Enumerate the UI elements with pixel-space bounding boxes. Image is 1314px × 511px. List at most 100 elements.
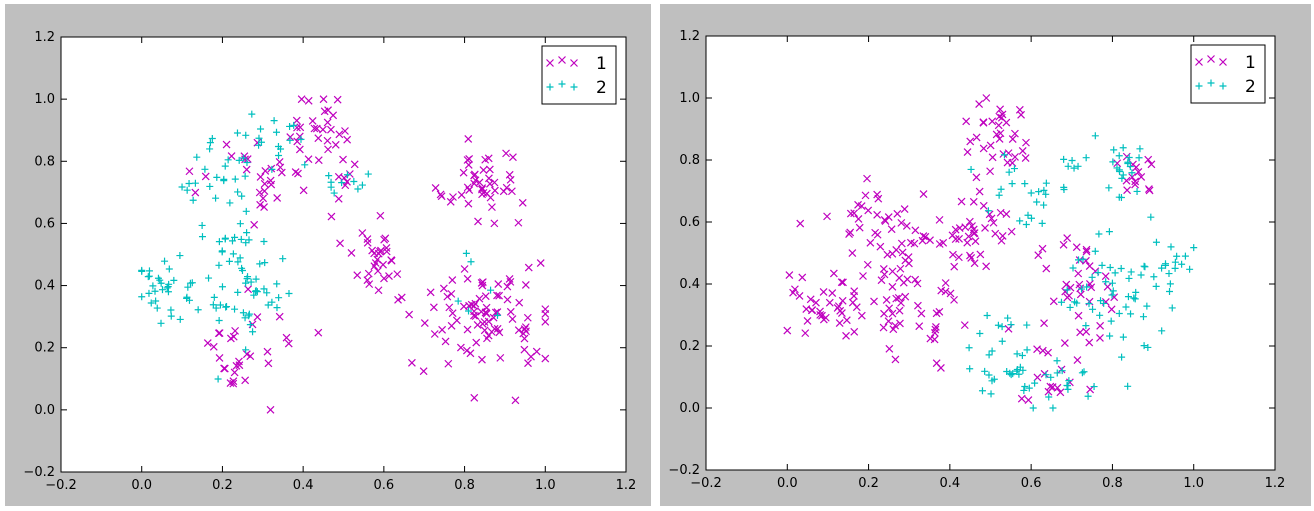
data-point bbox=[994, 321, 1002, 329]
data-point bbox=[1115, 152, 1123, 160]
data-point bbox=[229, 379, 238, 388]
data-point bbox=[1078, 369, 1086, 377]
data-point bbox=[823, 212, 831, 221]
x-tick-label: 1.2 bbox=[1265, 476, 1286, 491]
data-point bbox=[273, 280, 281, 288]
data-point bbox=[1087, 283, 1096, 292]
data-point bbox=[270, 117, 278, 125]
data-point bbox=[277, 145, 285, 153]
data-point bbox=[242, 350, 251, 359]
data-point bbox=[1074, 162, 1082, 170]
data-point bbox=[1082, 247, 1091, 256]
data-point bbox=[882, 296, 891, 304]
y-tick-label: 0.8 bbox=[679, 153, 700, 168]
data-point bbox=[1095, 230, 1103, 238]
data-point bbox=[358, 181, 366, 189]
data-point bbox=[1165, 270, 1173, 278]
data-point bbox=[333, 95, 342, 104]
data-point bbox=[1131, 295, 1139, 303]
data-point bbox=[1143, 302, 1151, 310]
data-point bbox=[1045, 393, 1053, 401]
data-point bbox=[481, 155, 490, 164]
data-point bbox=[1078, 285, 1086, 293]
data-point bbox=[981, 223, 989, 232]
data-point bbox=[896, 264, 905, 273]
data-point bbox=[147, 299, 155, 307]
data-point bbox=[998, 323, 1006, 331]
series-2 bbox=[965, 132, 1198, 412]
data-point bbox=[982, 94, 991, 102]
data-point bbox=[926, 236, 934, 245]
data-point bbox=[806, 295, 815, 304]
series-2 bbox=[138, 110, 501, 383]
data-point bbox=[323, 136, 332, 145]
x-tick-label: 0.6 bbox=[1021, 476, 1042, 491]
data-point bbox=[966, 365, 974, 373]
data-point bbox=[1147, 213, 1155, 221]
series-1 bbox=[783, 94, 1156, 405]
data-point bbox=[1021, 154, 1030, 163]
data-point bbox=[1144, 155, 1153, 164]
data-point bbox=[220, 364, 228, 373]
data-point bbox=[861, 191, 870, 200]
data-point bbox=[880, 270, 889, 279]
data-point bbox=[153, 304, 161, 312]
data-point bbox=[902, 222, 911, 230]
legend-label: 1 bbox=[596, 54, 607, 74]
data-point bbox=[373, 267, 382, 275]
legend: 12 bbox=[541, 45, 617, 105]
data-point bbox=[955, 234, 963, 243]
data-point bbox=[198, 233, 206, 241]
data-point bbox=[394, 295, 402, 304]
data-point bbox=[1081, 256, 1090, 265]
data-point bbox=[475, 294, 484, 303]
data-point bbox=[341, 127, 349, 135]
data-point bbox=[976, 250, 985, 259]
data-point bbox=[256, 172, 265, 181]
data-point bbox=[206, 182, 214, 190]
data-point bbox=[470, 171, 478, 180]
data-point bbox=[966, 251, 974, 260]
data-point bbox=[138, 293, 146, 301]
data-point bbox=[206, 139, 214, 147]
scatter-chart-right: −0.2 0.0 0.2 0.4 0.6 0.8 1.0 1.2 −0.2 0.0 0.2 0.4 0.… bbox=[668, 29, 1286, 491]
data-point bbox=[978, 387, 986, 395]
data-point bbox=[1124, 382, 1132, 390]
data-point bbox=[368, 246, 377, 255]
data-point bbox=[1025, 384, 1033, 392]
data-point bbox=[353, 271, 362, 280]
data-point bbox=[984, 207, 992, 215]
data-point bbox=[495, 291, 504, 300]
data-point bbox=[1073, 299, 1081, 307]
data-point bbox=[1127, 310, 1135, 318]
data-point bbox=[1119, 144, 1127, 152]
data-point bbox=[1057, 298, 1065, 306]
data-point bbox=[1016, 217, 1024, 225]
y-tick-label: 0.4 bbox=[34, 279, 55, 294]
data-point bbox=[221, 235, 229, 243]
data-point bbox=[493, 291, 501, 300]
data-point bbox=[913, 279, 922, 288]
data-point bbox=[1063, 293, 1072, 302]
data-point bbox=[521, 281, 530, 289]
data-point bbox=[343, 177, 351, 186]
data-point bbox=[1113, 159, 1122, 168]
data-point bbox=[1137, 173, 1146, 181]
data-point bbox=[478, 319, 487, 328]
data-point bbox=[911, 275, 920, 284]
data-point bbox=[477, 279, 486, 287]
data-point bbox=[987, 390, 995, 398]
y-tick-label: 1.0 bbox=[679, 91, 700, 106]
data-point bbox=[185, 179, 193, 187]
data-point bbox=[505, 275, 514, 283]
data-point bbox=[521, 323, 530, 332]
data-point bbox=[901, 292, 910, 301]
data-point bbox=[828, 289, 837, 297]
data-point bbox=[971, 237, 980, 246]
data-point bbox=[445, 303, 454, 312]
data-point bbox=[520, 325, 529, 334]
data-point bbox=[496, 353, 505, 362]
data-point bbox=[1076, 290, 1085, 299]
data-point bbox=[1171, 264, 1179, 272]
data-point bbox=[487, 286, 495, 294]
